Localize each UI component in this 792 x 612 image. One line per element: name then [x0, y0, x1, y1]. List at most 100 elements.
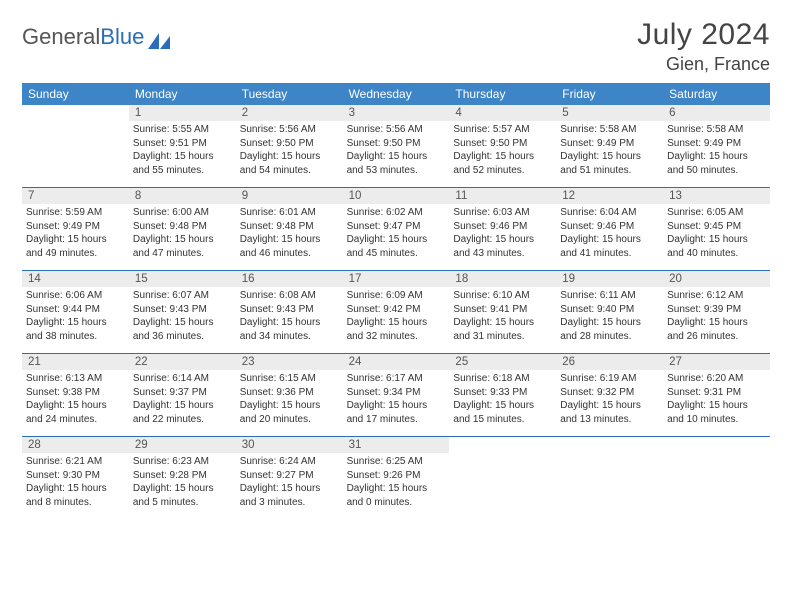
- daylight-text: and 53 minutes.: [347, 164, 446, 178]
- daylight-text: Daylight: 15 hours: [240, 482, 339, 496]
- sunrise-text: Sunrise: 6:03 AM: [453, 206, 552, 220]
- daylight-text: Daylight: 15 hours: [453, 150, 552, 164]
- sunset-text: Sunset: 9:41 PM: [453, 303, 552, 317]
- sunset-text: Sunset: 9:32 PM: [560, 386, 659, 400]
- day-details: Sunrise: 6:01 AMSunset: 9:48 PMDaylight:…: [236, 204, 343, 262]
- day-details: Sunrise: 6:03 AMSunset: 9:46 PMDaylight:…: [449, 204, 556, 262]
- sunrise-text: Sunrise: 6:07 AM: [133, 289, 232, 303]
- daylight-text: and 28 minutes.: [560, 330, 659, 344]
- daylight-text: Daylight: 15 hours: [667, 399, 766, 413]
- day-details: Sunrise: 6:00 AMSunset: 9:48 PMDaylight:…: [129, 204, 236, 262]
- sunrise-text: Sunrise: 6:14 AM: [133, 372, 232, 386]
- daylight-text: and 31 minutes.: [453, 330, 552, 344]
- day-cell: 6Sunrise: 5:58 AMSunset: 9:49 PMDaylight…: [663, 105, 770, 187]
- weekday-header: Thursday: [449, 83, 556, 105]
- daylight-text: Daylight: 15 hours: [667, 150, 766, 164]
- daylight-text: Daylight: 15 hours: [560, 316, 659, 330]
- day-number: 2: [236, 105, 343, 121]
- daylight-text: and 52 minutes.: [453, 164, 552, 178]
- sunrise-text: Sunrise: 6:20 AM: [667, 372, 766, 386]
- daylight-text: Daylight: 15 hours: [667, 316, 766, 330]
- day-cell: 17Sunrise: 6:09 AMSunset: 9:42 PMDayligh…: [343, 271, 450, 353]
- day-cell: 3Sunrise: 5:56 AMSunset: 9:50 PMDaylight…: [343, 105, 450, 187]
- daylight-text: Daylight: 15 hours: [26, 482, 125, 496]
- daylight-text: and 20 minutes.: [240, 413, 339, 427]
- sunset-text: Sunset: 9:45 PM: [667, 220, 766, 234]
- daylight-text: and 15 minutes.: [453, 413, 552, 427]
- day-number: 1: [129, 105, 236, 121]
- day-details: Sunrise: 6:19 AMSunset: 9:32 PMDaylight:…: [556, 370, 663, 428]
- sunset-text: Sunset: 9:28 PM: [133, 469, 232, 483]
- daylight-text: Daylight: 15 hours: [133, 482, 232, 496]
- sunrise-text: Sunrise: 6:21 AM: [26, 455, 125, 469]
- sunrise-text: Sunrise: 6:13 AM: [26, 372, 125, 386]
- daylight-text: and 32 minutes.: [347, 330, 446, 344]
- day-cell: 28Sunrise: 6:21 AMSunset: 9:30 PMDayligh…: [22, 437, 129, 519]
- daylight-text: Daylight: 15 hours: [133, 233, 232, 247]
- sunrise-text: Sunrise: 6:04 AM: [560, 206, 659, 220]
- sunrise-text: Sunrise: 5:58 AM: [667, 123, 766, 137]
- sunrise-text: Sunrise: 5:58 AM: [560, 123, 659, 137]
- sunset-text: Sunset: 9:27 PM: [240, 469, 339, 483]
- sunset-text: Sunset: 9:44 PM: [26, 303, 125, 317]
- day-number: 18: [449, 271, 556, 287]
- daylight-text: and 26 minutes.: [667, 330, 766, 344]
- day-number: 19: [556, 271, 663, 287]
- day-cell: 24Sunrise: 6:17 AMSunset: 9:34 PMDayligh…: [343, 354, 450, 436]
- sunset-text: Sunset: 9:48 PM: [240, 220, 339, 234]
- sunrise-text: Sunrise: 6:24 AM: [240, 455, 339, 469]
- weekday-header: Sunday: [22, 83, 129, 105]
- daylight-text: Daylight: 15 hours: [347, 316, 446, 330]
- daylight-text: Daylight: 15 hours: [26, 316, 125, 330]
- day-number: 4: [449, 105, 556, 121]
- sunset-text: Sunset: 9:51 PM: [133, 137, 232, 151]
- weekday-header: Saturday: [663, 83, 770, 105]
- daylight-text: Daylight: 15 hours: [133, 150, 232, 164]
- daylight-text: Daylight: 15 hours: [347, 482, 446, 496]
- day-cell: 20Sunrise: 6:12 AMSunset: 9:39 PMDayligh…: [663, 271, 770, 353]
- day-cell: 16Sunrise: 6:08 AMSunset: 9:43 PMDayligh…: [236, 271, 343, 353]
- sunset-text: Sunset: 9:46 PM: [453, 220, 552, 234]
- sunrise-text: Sunrise: 6:02 AM: [347, 206, 446, 220]
- day-cell: 10Sunrise: 6:02 AMSunset: 9:47 PMDayligh…: [343, 188, 450, 270]
- day-number: 23: [236, 354, 343, 370]
- sunrise-text: Sunrise: 6:15 AM: [240, 372, 339, 386]
- daylight-text: and 10 minutes.: [667, 413, 766, 427]
- day-cell: 7Sunrise: 5:59 AMSunset: 9:49 PMDaylight…: [22, 188, 129, 270]
- logo-text-1: General: [22, 24, 100, 50]
- day-number: 9: [236, 188, 343, 204]
- day-cell: 25Sunrise: 6:18 AMSunset: 9:33 PMDayligh…: [449, 354, 556, 436]
- week-row: 14Sunrise: 6:06 AMSunset: 9:44 PMDayligh…: [22, 271, 770, 354]
- sunset-text: Sunset: 9:38 PM: [26, 386, 125, 400]
- calendar: SundayMondayTuesdayWednesdayThursdayFrid…: [22, 83, 770, 519]
- daylight-text: and 3 minutes.: [240, 496, 339, 510]
- day-cell: 19Sunrise: 6:11 AMSunset: 9:40 PMDayligh…: [556, 271, 663, 353]
- day-number: 27: [663, 354, 770, 370]
- header: GeneralBlue July 2024 Gien, France: [22, 18, 770, 75]
- day-cell: 2Sunrise: 5:56 AMSunset: 9:50 PMDaylight…: [236, 105, 343, 187]
- sunset-text: Sunset: 9:50 PM: [240, 137, 339, 151]
- daylight-text: and 54 minutes.: [240, 164, 339, 178]
- sunset-text: Sunset: 9:47 PM: [347, 220, 446, 234]
- day-number: 21: [22, 354, 129, 370]
- sunrise-text: Sunrise: 6:17 AM: [347, 372, 446, 386]
- logo: GeneralBlue: [22, 24, 170, 50]
- day-number: 28: [22, 437, 129, 453]
- daylight-text: and 47 minutes.: [133, 247, 232, 261]
- day-cell: 18Sunrise: 6:10 AMSunset: 9:41 PMDayligh…: [449, 271, 556, 353]
- location: Gien, France: [637, 54, 770, 75]
- day-details: [663, 453, 770, 457]
- daylight-text: and 38 minutes.: [26, 330, 125, 344]
- sunrise-text: Sunrise: 6:00 AM: [133, 206, 232, 220]
- daylight-text: and 22 minutes.: [133, 413, 232, 427]
- daylight-text: and 55 minutes.: [133, 164, 232, 178]
- daylight-text: Daylight: 15 hours: [560, 150, 659, 164]
- sunset-text: Sunset: 9:39 PM: [667, 303, 766, 317]
- day-details: Sunrise: 6:07 AMSunset: 9:43 PMDaylight:…: [129, 287, 236, 345]
- weeks-container: 1Sunrise: 5:55 AMSunset: 9:51 PMDaylight…: [22, 105, 770, 519]
- day-number: 7: [22, 188, 129, 204]
- daylight-text: and 46 minutes.: [240, 247, 339, 261]
- week-row: 7Sunrise: 5:59 AMSunset: 9:49 PMDaylight…: [22, 188, 770, 271]
- sunrise-text: Sunrise: 5:55 AM: [133, 123, 232, 137]
- sunrise-text: Sunrise: 6:25 AM: [347, 455, 446, 469]
